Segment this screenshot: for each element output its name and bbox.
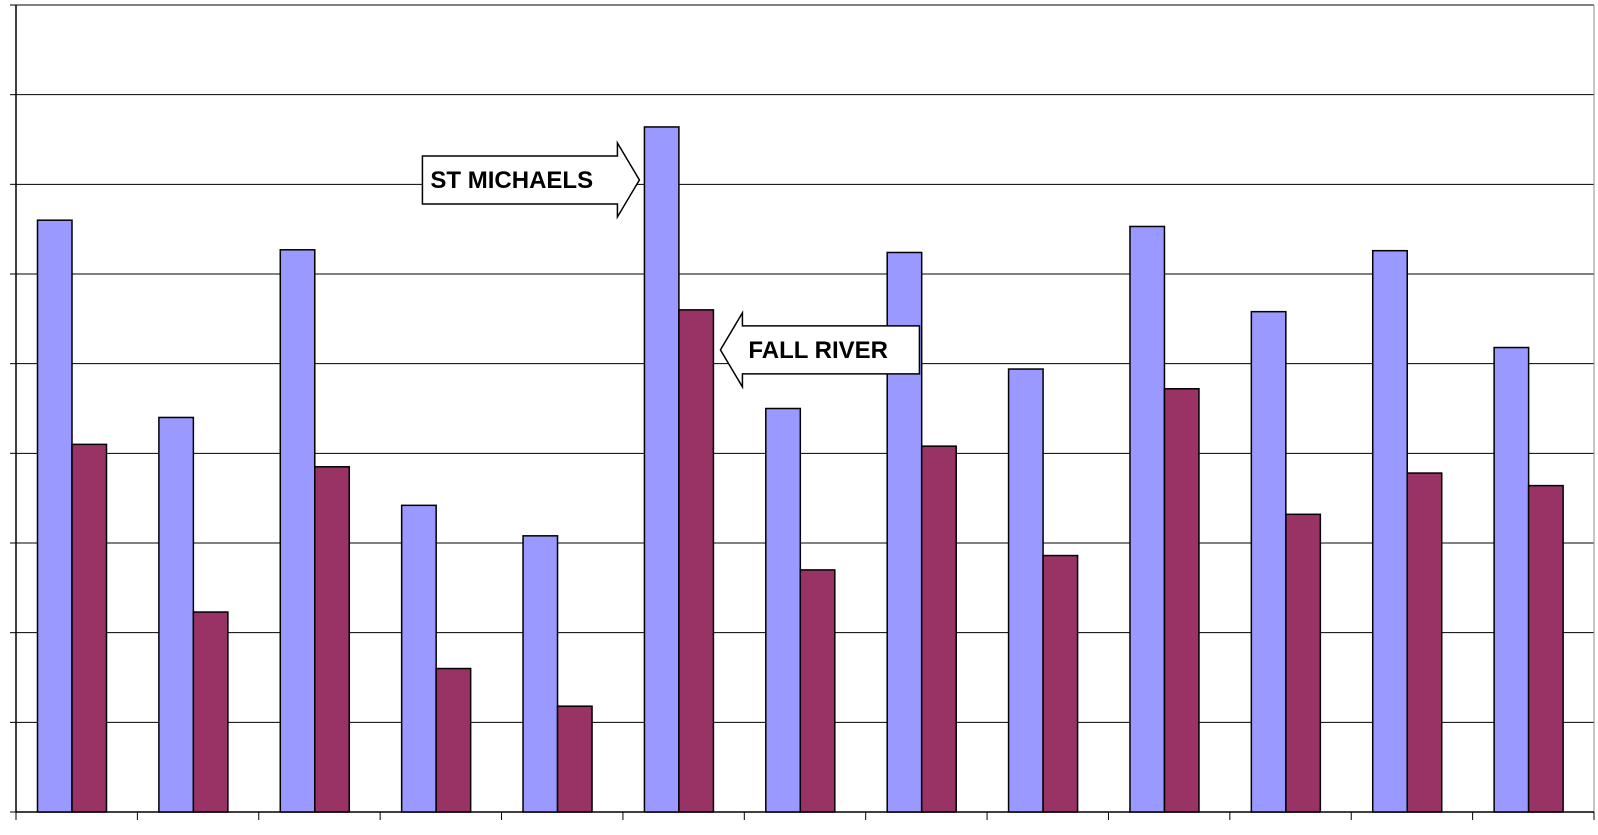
- bar-series1-12: [1371, 249, 1408, 813]
- callout-fall-river: FALL RIVER: [719, 310, 921, 390]
- bar-series1-6: [643, 126, 680, 813]
- bar-series1-3: [279, 249, 316, 813]
- callout-fall-river-arrow: [719, 310, 921, 390]
- bar-series1-9: [1007, 368, 1044, 813]
- bar-series2-7: [799, 569, 836, 813]
- bar-series2-2: [192, 611, 229, 813]
- bar-series2-6: [678, 309, 715, 813]
- bar-series2-9: [1042, 554, 1079, 813]
- bar-series1-4: [400, 504, 437, 813]
- bar-series1-5: [522, 535, 559, 813]
- bar-series1-11: [1250, 310, 1287, 813]
- bar-series1-13: [1493, 346, 1530, 813]
- bar-series1-10: [1129, 225, 1166, 813]
- bars: [36, 126, 1564, 813]
- bar-series2-4: [435, 667, 472, 813]
- callout-st-michaels: ST MICHAELS: [421, 140, 641, 220]
- bar-series2-11: [1285, 513, 1322, 813]
- callout-st-michaels-arrow: [421, 140, 641, 220]
- callouts: ST MICHAELS FALL RIVER: [421, 140, 921, 390]
- bar-series1-1: [36, 219, 73, 813]
- bar-series2-8: [920, 445, 957, 813]
- callout-st-michaels-label: ST MICHAELS: [430, 167, 593, 194]
- bar-series2-12: [1406, 472, 1443, 813]
- bar-series2-5: [556, 705, 593, 813]
- bar-series1-2: [158, 416, 195, 813]
- bar-series1-7: [765, 407, 802, 813]
- bar-series2-3: [314, 466, 351, 813]
- bar-series2-13: [1527, 484, 1564, 813]
- bar-series2-10: [1163, 388, 1200, 813]
- bar-series2-1: [71, 443, 108, 813]
- callout-fall-river-label: FALL RIVER: [748, 337, 888, 364]
